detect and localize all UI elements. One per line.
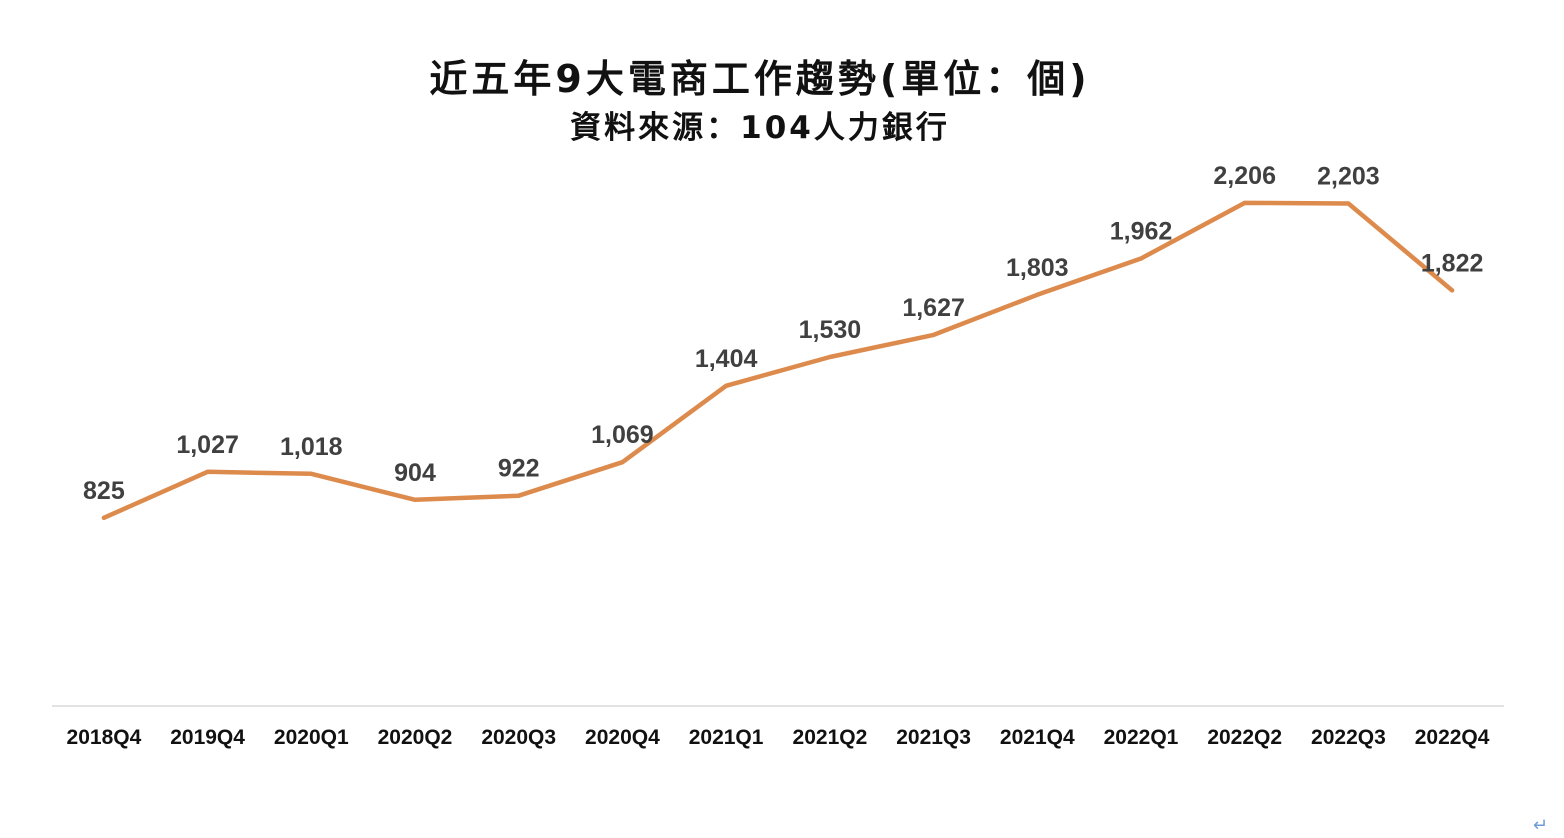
data-point (724, 383, 729, 388)
series-line (101, 200, 1455, 521)
x-tick-label: 2021Q2 (793, 726, 868, 749)
x-tick-label: 2020Q2 (378, 726, 453, 749)
data-point (1450, 288, 1455, 293)
data-point (620, 460, 625, 465)
return-arrow-icon: ↵ (1532, 815, 1548, 836)
x-tick-label: 2021Q1 (689, 726, 764, 749)
data-point (205, 469, 210, 474)
data-label: 1,803 (1006, 254, 1069, 282)
data-label: 1,822 (1421, 249, 1484, 277)
data-label: 1,530 (799, 316, 862, 344)
series-layer (101, 200, 1455, 521)
data-label: 2,206 (1213, 162, 1276, 190)
x-tick-label: 2020Q3 (481, 726, 556, 749)
data-label-layer: 825 1,027 1,018 904 922 1,069 1,404 1,530 1,627 1… (83, 162, 1483, 505)
x-tick-label: 2019Q4 (170, 726, 245, 749)
data-point (101, 515, 106, 520)
data-point (1139, 256, 1143, 261)
x-tick-layer: 2018Q4 2019Q4 2020Q1 2020Q2 2020Q3 2020Q4 2021… (67, 726, 1490, 749)
x-tick-label: 2022Q1 (1104, 726, 1179, 749)
data-label: 1,027 (176, 431, 239, 459)
data-point (1035, 292, 1040, 297)
data-label: 2,203 (1317, 163, 1380, 191)
data-label: 1,962 (1110, 218, 1173, 246)
data-point (931, 332, 936, 337)
data-label: 922 (498, 455, 540, 483)
data-point (1242, 200, 1247, 205)
x-tick-label: 2022Q3 (1311, 726, 1386, 749)
x-tick-label: 2020Q1 (274, 726, 349, 749)
data-point (827, 355, 832, 359)
data-label: 904 (394, 459, 436, 487)
x-tick-label: 2021Q4 (1000, 726, 1075, 749)
x-tick-label: 2022Q2 (1207, 726, 1282, 749)
data-point (309, 471, 314, 476)
x-tick-label: 2018Q4 (67, 726, 142, 749)
data-label: 825 (83, 477, 125, 505)
data-label: 1,069 (591, 421, 654, 449)
x-tick-label: 2022Q4 (1415, 726, 1490, 749)
x-tick-label: 2020Q4 (585, 726, 660, 749)
chart-subtitle: 資料來源：104人力銀行 (570, 110, 950, 146)
data-label: 1,627 (902, 294, 965, 322)
data-point (516, 493, 521, 498)
data-point (413, 497, 417, 502)
x-tick-label: 2021Q3 (896, 726, 971, 749)
data-point (1346, 201, 1351, 206)
chart-title: 近五年9大電商工作趨勢(單位：個) (429, 57, 1091, 101)
data-label: 1,404 (695, 345, 758, 373)
data-label: 1,018 (280, 433, 343, 461)
